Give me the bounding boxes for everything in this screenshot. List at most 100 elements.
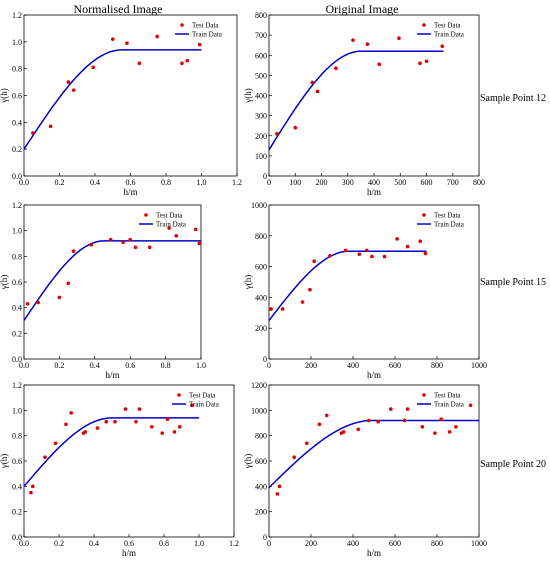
test-data-point — [454, 425, 458, 429]
x-tick-label: 400 — [347, 539, 359, 548]
x-tick-label: 800 — [473, 178, 485, 187]
test-data-point — [376, 419, 381, 424]
test-data-point — [160, 431, 165, 435]
x-tick-label: 0.6 — [125, 361, 135, 370]
y-tick-label: 400 — [255, 92, 267, 101]
legend-marker-test — [422, 213, 426, 217]
x-tick-label: 600 — [389, 539, 401, 548]
x-tick-label: 0.2 — [55, 178, 65, 187]
test-data-point — [180, 61, 184, 66]
test-data-point — [275, 492, 280, 496]
test-data-point — [418, 239, 423, 243]
test-data-point — [155, 34, 159, 39]
y-tick-label: 800 — [255, 432, 267, 441]
train-data-line — [23, 49, 202, 150]
y-tick-label: 0.0 — [12, 172, 22, 181]
test-data-point — [30, 484, 35, 489]
y-tick-label: 600 — [255, 51, 267, 60]
test-data-point — [123, 407, 128, 411]
row-label-sample-point-15: Sample Point 15 — [479, 277, 547, 288]
test-data-point — [172, 430, 177, 434]
y-tick-label: 1200 — [251, 381, 267, 390]
test-data-point — [341, 430, 346, 434]
test-data-point — [69, 411, 74, 415]
column-title-original: Original Image — [325, 2, 399, 16]
row-label-sample-point-20: Sample Point 20 — [479, 459, 547, 470]
test-data-point — [366, 418, 371, 423]
plot-frame — [268, 204, 480, 360]
x-tick-label: 0.8 — [161, 361, 171, 370]
x-tick-label: 0.8 — [159, 539, 169, 548]
test-data-point — [292, 455, 297, 460]
row-label-sample-point-12: Sample Point 12 — [479, 93, 547, 104]
test-data-point — [315, 89, 320, 94]
x-tick-label: 800 — [431, 539, 443, 548]
x-tick-label: 0 — [267, 361, 271, 370]
test-data-point — [167, 226, 171, 230]
legend-marker-test — [422, 393, 426, 397]
test-data-point — [269, 307, 273, 311]
test-data-point — [57, 295, 62, 300]
test-data-point — [440, 44, 445, 48]
x-tick-label: 400 — [347, 361, 359, 370]
test-data-point — [418, 61, 422, 66]
legend-marker-test — [422, 23, 426, 27]
test-data-point — [71, 249, 76, 253]
test-data-point — [365, 42, 370, 46]
test-data-point — [397, 36, 401, 40]
test-data-point — [43, 455, 47, 460]
test-data-point — [447, 430, 452, 434]
test-data-point — [177, 425, 182, 429]
y-tick-label: 1.0 — [12, 406, 22, 415]
x-tick-label: 0.4 — [89, 539, 99, 548]
y-axis-label: γ(h) — [0, 454, 9, 469]
test-data-point — [324, 413, 329, 418]
legend-label-test: Test Data — [156, 212, 183, 220]
legend-label-train: Train Data — [434, 401, 465, 409]
legend-label-test: Test Data — [189, 392, 216, 400]
test-data-point — [405, 407, 410, 411]
test-data-point — [137, 61, 142, 66]
x-tick-label: 800 — [431, 361, 443, 370]
x-tick-label: 0.6 — [124, 539, 134, 548]
train-data-line — [23, 417, 199, 487]
y-tick-label: 0.2 — [12, 329, 22, 338]
y-tick-label: 200 — [255, 508, 267, 517]
test-data-point — [31, 131, 35, 135]
x-tick-label: 0.2 — [54, 361, 64, 370]
test-data-point — [113, 419, 117, 424]
x-tick-label: 0.0 — [19, 539, 29, 548]
test-data-point — [377, 62, 382, 67]
x-tick-label: 0.0 — [19, 361, 29, 370]
test-data-point — [104, 419, 109, 424]
x-axis-label: h/m — [367, 370, 381, 380]
test-data-point — [468, 403, 473, 408]
x-tick-label: 1.0 — [197, 178, 207, 187]
y-tick-label: 0.8 — [12, 65, 22, 74]
x-tick-label: 0 — [267, 539, 271, 548]
test-data-point — [25, 302, 30, 306]
test-data-point — [165, 417, 170, 422]
test-data-point — [64, 422, 68, 427]
x-tick-label: 700 — [447, 178, 459, 187]
test-data-point — [439, 417, 444, 422]
test-data-point — [95, 426, 100, 430]
x-tick-label: 200 — [305, 539, 317, 548]
y-tick-label: 0.0 — [12, 355, 22, 364]
x-tick-label: 0.0 — [19, 178, 29, 187]
y-tick-label: 0.4 — [12, 482, 22, 491]
y-axis-label: γ(h) — [0, 275, 9, 290]
y-tick-label: 1.2 — [12, 381, 22, 390]
test-data-point — [277, 484, 282, 489]
y-tick-label: 100 — [255, 152, 267, 161]
x-tick-label: 300 — [342, 178, 354, 187]
y-tick-label: 600 — [255, 263, 267, 272]
test-data-point — [91, 65, 96, 70]
y-axis-label: γ(h) — [243, 275, 253, 290]
test-data-point — [293, 125, 298, 130]
x-tick-label: 1000 — [471, 361, 487, 370]
x-tick-label: 1000 — [471, 539, 487, 548]
